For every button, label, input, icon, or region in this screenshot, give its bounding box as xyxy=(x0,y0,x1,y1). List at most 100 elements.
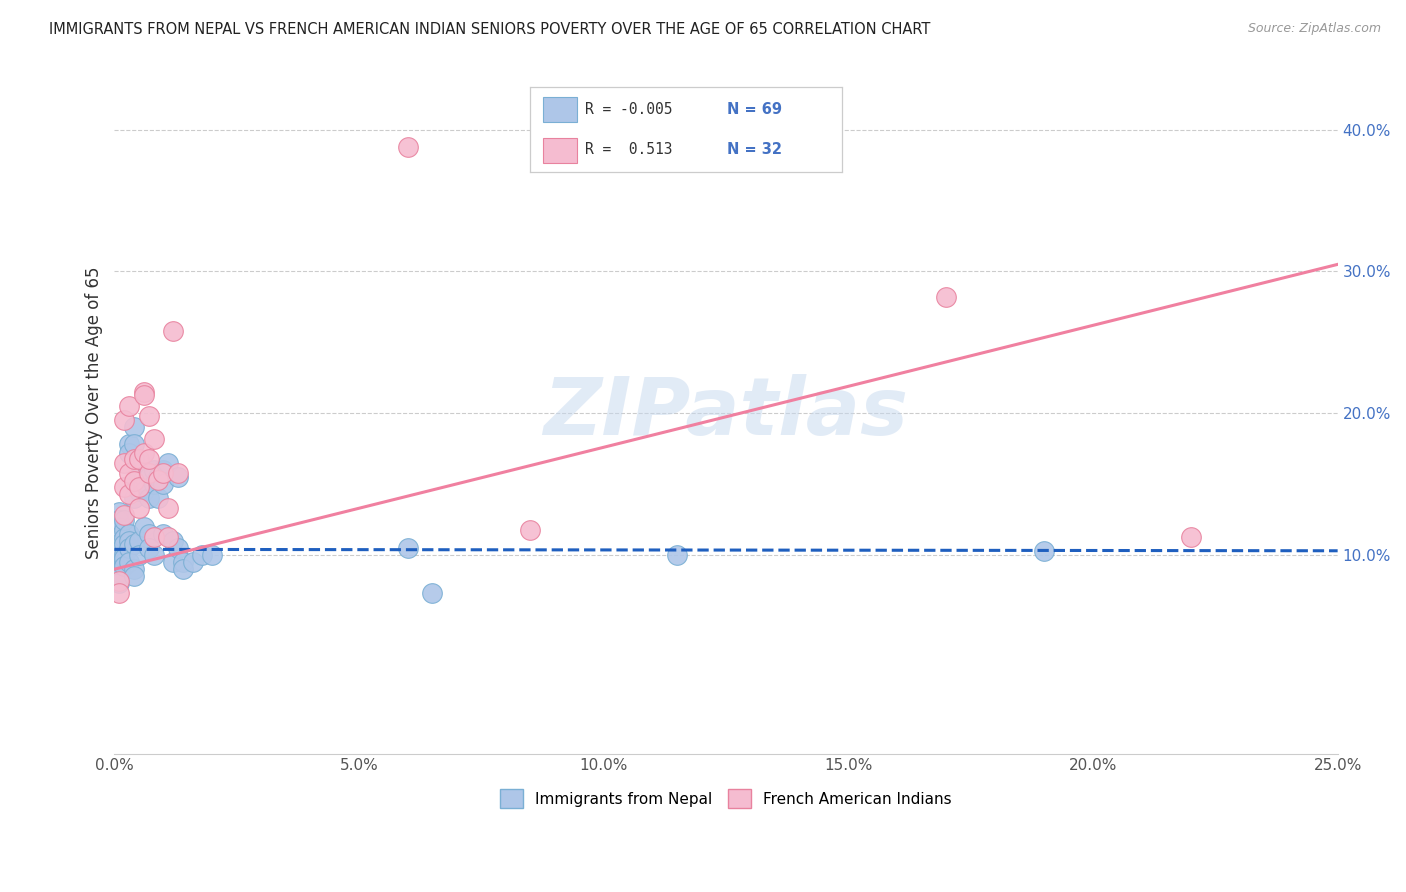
Point xyxy=(132,446,155,460)
Point xyxy=(112,555,135,569)
Point xyxy=(112,523,135,537)
Point xyxy=(122,451,145,466)
Point xyxy=(128,484,150,499)
Point xyxy=(148,470,170,484)
Point xyxy=(132,384,155,399)
Point xyxy=(122,562,145,576)
Point xyxy=(108,506,131,520)
Point xyxy=(152,463,174,477)
Point xyxy=(118,487,141,501)
Point xyxy=(152,466,174,480)
Text: IMMIGRANTS FROM NEPAL VS FRENCH AMERICAN INDIAN SENIORS POVERTY OVER THE AGE OF : IMMIGRANTS FROM NEPAL VS FRENCH AMERICAN… xyxy=(49,22,931,37)
Point xyxy=(128,548,150,562)
Point xyxy=(396,541,419,555)
Point xyxy=(167,541,190,555)
Point xyxy=(108,543,131,558)
Point xyxy=(172,555,194,569)
Point xyxy=(162,555,184,569)
Point xyxy=(138,541,160,555)
Point xyxy=(108,586,131,600)
Point xyxy=(118,541,141,555)
Point xyxy=(201,548,224,562)
Point xyxy=(108,512,131,526)
Point xyxy=(108,550,131,565)
Point xyxy=(138,451,160,466)
Point xyxy=(157,501,180,516)
Point xyxy=(118,437,141,451)
Point xyxy=(138,409,160,423)
Point xyxy=(152,477,174,491)
Point xyxy=(935,290,957,304)
Point xyxy=(108,565,131,579)
Point xyxy=(142,530,165,544)
Point xyxy=(122,437,145,451)
Point xyxy=(142,463,165,477)
Point xyxy=(122,475,145,489)
Point xyxy=(138,466,160,480)
Point xyxy=(118,526,141,541)
Point xyxy=(118,555,141,569)
Point xyxy=(118,399,141,413)
Point xyxy=(128,456,150,470)
Point xyxy=(1180,530,1202,544)
Point xyxy=(108,519,131,533)
Point xyxy=(422,586,444,600)
Point xyxy=(103,548,125,562)
Point xyxy=(181,555,204,569)
Point xyxy=(112,531,135,545)
Point xyxy=(396,139,419,153)
Point xyxy=(122,537,145,551)
Point xyxy=(128,533,150,548)
Point xyxy=(122,491,145,506)
Point xyxy=(132,470,155,484)
Point xyxy=(103,541,125,555)
Point xyxy=(118,466,141,480)
Point xyxy=(128,470,150,484)
Point xyxy=(152,526,174,541)
Point xyxy=(128,451,150,466)
Point xyxy=(103,533,125,548)
Point xyxy=(112,512,135,526)
Point xyxy=(666,548,689,562)
Point xyxy=(122,420,145,434)
Point xyxy=(142,477,165,491)
Y-axis label: Seniors Poverty Over the Age of 65: Seniors Poverty Over the Age of 65 xyxy=(86,267,103,559)
Point xyxy=(103,555,125,569)
Point xyxy=(118,446,141,460)
Point xyxy=(148,491,170,506)
Point xyxy=(108,558,131,572)
Point xyxy=(157,456,180,470)
Point xyxy=(118,533,141,548)
Point xyxy=(167,470,190,484)
Point xyxy=(108,569,131,583)
Legend: Immigrants from Nepal, French American Indians: Immigrants from Nepal, French American I… xyxy=(494,783,957,814)
Point xyxy=(108,537,131,551)
Point xyxy=(162,324,184,338)
Point xyxy=(108,576,131,591)
Point xyxy=(191,548,214,562)
Text: ZIPatlas: ZIPatlas xyxy=(544,375,908,452)
Point xyxy=(132,519,155,533)
Point xyxy=(112,480,135,494)
Point xyxy=(112,456,135,470)
Point xyxy=(132,388,155,402)
Point xyxy=(112,413,135,427)
Point xyxy=(142,432,165,446)
Point xyxy=(148,473,170,487)
Point xyxy=(167,466,190,480)
Point xyxy=(132,484,155,499)
Point xyxy=(112,548,135,562)
Point xyxy=(112,559,135,574)
Point xyxy=(112,550,135,565)
Point xyxy=(128,480,150,494)
Point xyxy=(519,523,541,537)
Point xyxy=(162,533,184,548)
Point xyxy=(138,470,160,484)
Point xyxy=(157,530,180,544)
Point xyxy=(112,508,135,523)
Point xyxy=(108,526,131,541)
Point xyxy=(122,569,145,583)
Point xyxy=(138,526,160,541)
Point xyxy=(112,537,135,551)
Point xyxy=(1033,543,1056,558)
